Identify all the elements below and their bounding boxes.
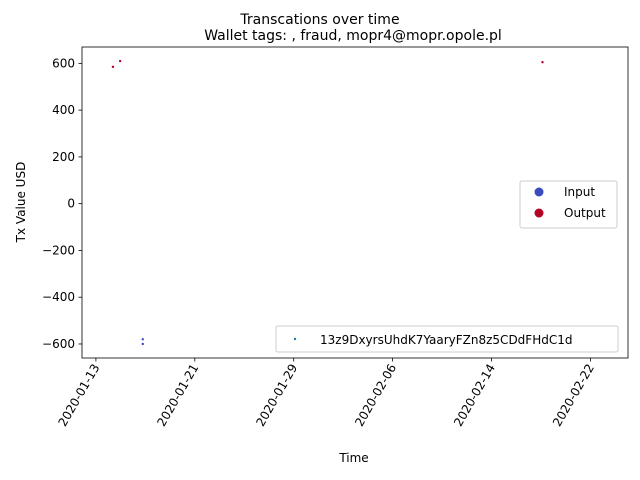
legend-wallet-box [275,325,619,353]
data-point-input [141,342,144,346]
legend-input-label: Input [564,185,595,199]
plot-frame [81,46,629,359]
data-point-input [141,338,144,341]
x-tick-label: 2020-01-13 [56,362,103,429]
y-tick-label: −400 [42,290,75,304]
data-point-output [118,59,122,63]
legend-wallet: 13z9DxyrsUhdK7YaaryFZn8z5CDdFHdC1d [275,325,619,353]
y-axis: −600 −400 −200 0 200 400 600 [42,56,82,351]
data-point-output [111,65,115,69]
x-tick-label: 2020-02-06 [352,362,399,429]
data-points [111,59,544,346]
y-tick-label: 600 [52,56,75,70]
y-axis-label: Tx Value USD [14,162,28,244]
x-tick-label: 2020-02-14 [451,362,498,429]
x-tick-label: 2020-01-21 [154,362,201,429]
x-axis-label: Time [338,451,368,465]
x-tick-label: 2020-01-29 [253,362,300,429]
chart-suptitle: Transcations over time [239,12,399,28]
y-tick-label: 0 [67,197,75,211]
legend-input-marker [534,187,544,197]
x-axis: 2020-01-13 2020-01-21 2020-01-29 2020-02-06… [56,358,597,429]
y-tick-label: 400 [52,103,75,117]
chart-title: Wallet tags: , fraud, mopr4@mopr.opole.p… [204,28,502,44]
legend-output-marker [534,208,544,218]
legend-wallet-marker [293,337,297,341]
legend-category: Input Output [519,180,618,229]
legend-wallet-label: 13z9DxyrsUhdK7YaaryFZn8z5CDdFHdC1d [320,333,572,347]
legend-category-box [519,180,618,229]
y-tick-label: 200 [52,150,75,164]
data-point-output [541,60,544,64]
y-tick-label: −200 [42,243,75,257]
legend-output-label: Output [564,206,606,220]
y-tick-label: −600 [42,337,75,351]
x-tick-label: 2020-02-22 [550,362,597,429]
